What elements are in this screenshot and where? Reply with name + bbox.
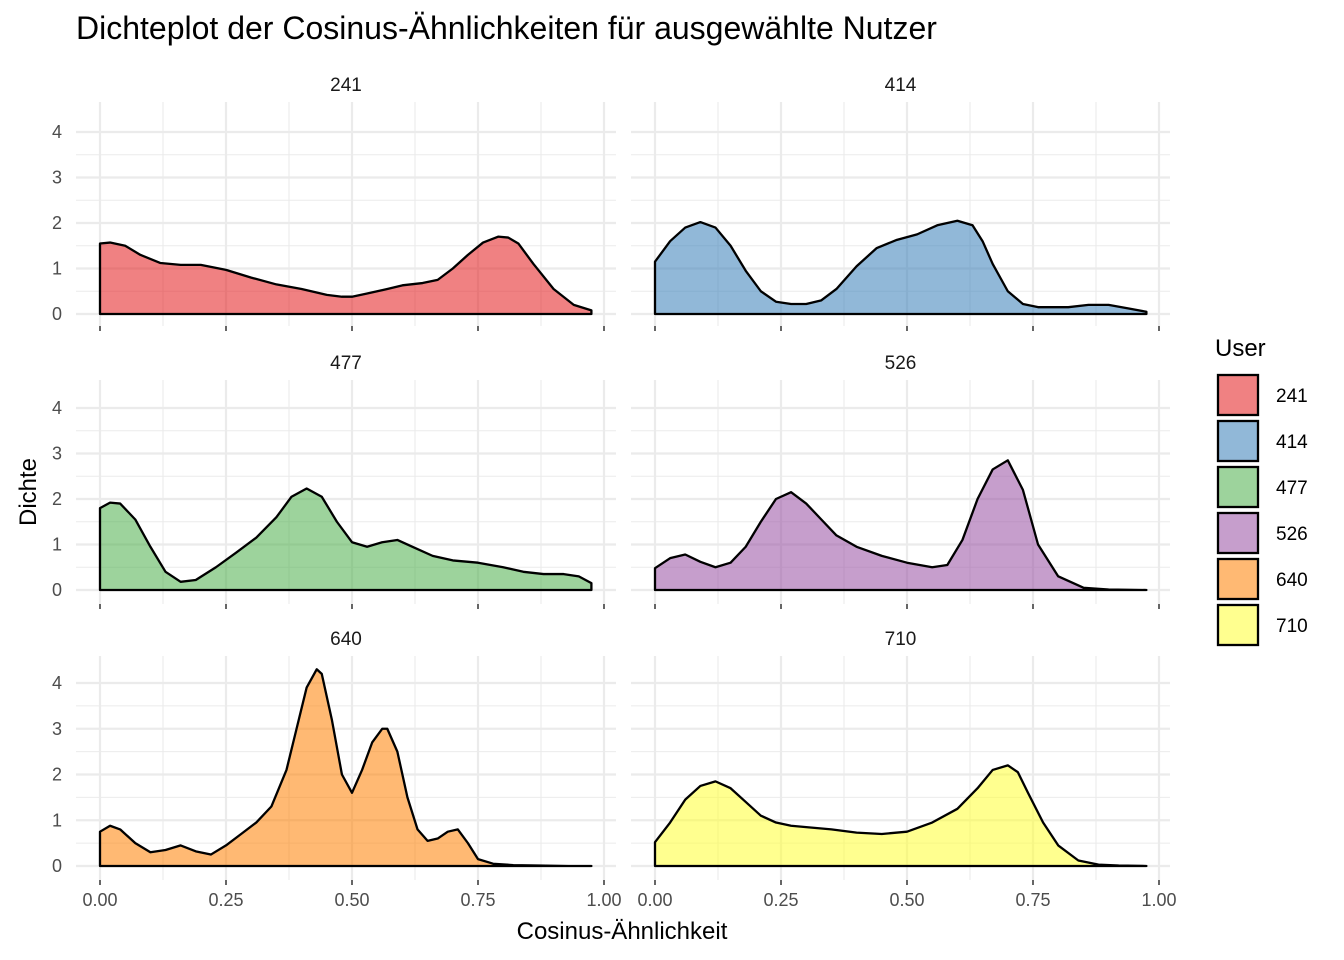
x-tick-label: 0.75 [460,890,495,910]
legend-key-swatch [1216,419,1260,463]
legend-title: User [1215,335,1266,362]
y-tick-label: 0 [52,580,62,600]
density-area-710 [653,764,1148,868]
x-tick-label: 0.25 [763,890,798,910]
legend-key-swatch [1216,511,1260,555]
legend-label: 526 [1276,524,1308,545]
facet-panel-241: 241 0 1 2 3 4 [52,75,616,331]
density-area-241 [98,235,593,316]
y-tick-label: 2 [52,213,62,233]
x-tick-label: 0.00 [82,890,117,910]
facet-panel-710: 710 0.00 0.25 0.50 0.75 1.00 [631,629,1177,910]
legend-label: 640 [1276,570,1308,591]
density-area-526 [653,459,1148,592]
y-tick-label: 0 [52,856,62,876]
legend-item-414: 414 [1216,419,1308,463]
facet-panel-414: 414 [631,75,1170,331]
legend: User 241 414 477 526 640 710 [1215,335,1308,647]
legend-label: 710 [1276,616,1308,637]
y-tick-label: 1 [52,535,62,555]
legend-item-640: 640 [1216,557,1308,601]
facet-panels: 241 0 1 2 3 4 414 477 0 1 2 3 4 526 640 0 1 2 3 4 0.00 0.25 0.… [52,75,1177,910]
legend-key-swatch [1216,465,1260,509]
facet-panel-477: 477 0 1 2 3 4 [52,353,616,609]
y-tick-label: 4 [52,398,62,418]
legend-item-710: 710 [1216,603,1308,647]
x-tick-label: 0.00 [637,890,672,910]
x-tick-label: 0.75 [1015,890,1050,910]
facet-label: 241 [330,75,362,96]
y-tick-label: 1 [52,810,62,830]
legend-key-swatch [1216,557,1260,601]
density-area-640 [98,668,593,868]
x-tick-label: 0.25 [208,890,243,910]
y-tick-label: 2 [52,765,62,785]
facet-panel-526: 526 [631,353,1170,609]
y-tick-label: 3 [52,168,62,188]
x-tick-label: 0.50 [889,890,924,910]
x-tick-label: 0.50 [334,890,369,910]
legend-label: 414 [1276,432,1308,453]
x-tick-label: 1.00 [1141,890,1176,910]
x-axis-title: Cosinus-Ähnlichkeit [517,918,728,945]
y-tick-label: 2 [52,489,62,509]
facet-label: 414 [885,75,917,96]
legend-key-swatch [1216,603,1260,647]
y-tick-label: 4 [52,122,62,142]
legend-label: 477 [1276,478,1308,499]
legend-key-swatch [1216,373,1260,417]
y-tick-label: 3 [52,444,62,464]
density-area-477 [98,487,593,592]
facet-label: 640 [330,629,362,650]
facet-label: 477 [330,353,362,374]
legend-item-526: 526 [1216,511,1308,555]
legend-label: 241 [1276,386,1308,407]
x-tick-label: 1.00 [586,890,621,910]
chart-title: Dichteplot der Cosinus-Ähnlichkeiten für… [76,10,937,46]
y-axis-title: Dichte [15,458,42,526]
facet-label: 710 [885,629,917,650]
y-tick-label: 4 [52,673,62,693]
density-area-414 [653,219,1148,316]
facet-panel-640: 640 0 1 2 3 4 0.00 0.25 0.50 0.75 1.00 [52,629,622,910]
y-tick-label: 1 [52,259,62,279]
y-tick-label: 0 [52,304,62,324]
legend-item-241: 241 [1216,373,1308,417]
legend-item-477: 477 [1216,465,1308,509]
y-tick-label: 3 [52,719,62,739]
facet-label: 526 [885,353,917,374]
